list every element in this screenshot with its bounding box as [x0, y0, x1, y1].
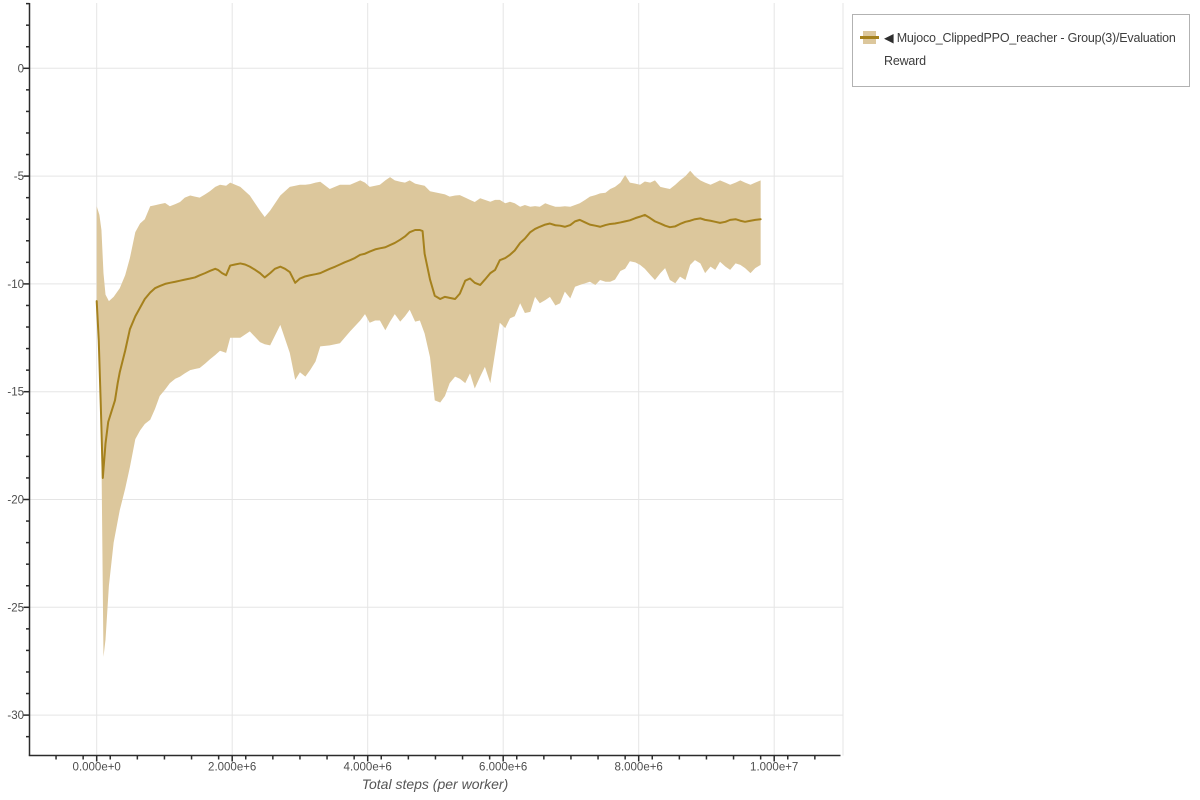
- grid-layer: [29, 3, 844, 756]
- mean-line-series: [95, 213, 762, 479]
- series-collapse-toggle-icon[interactable]: ◀: [884, 31, 894, 45]
- svg-text:-25: -25: [7, 602, 24, 614]
- legend-swatch-line-icon: [860, 36, 879, 39]
- axes-layer: [23, 2, 841, 762]
- svg-text:8.000e+6: 8.000e+6: [615, 762, 663, 774]
- legend-label-text: ◀ Mujoco_ClippedPPO_reacher - Group(3)/E…: [884, 27, 1179, 73]
- svg-text:6.000e+6: 6.000e+6: [479, 762, 527, 774]
- svg-text:0.000e+0: 0.000e+0: [73, 762, 121, 774]
- band-series: [96, 170, 761, 657]
- tick-labels: 0.000e+0 2.000e+6 4.000e+6 6.000e+6 8.000e+6…: [7, 63, 798, 773]
- svg-text:-20: -20: [7, 495, 24, 507]
- svg-text:-5: -5: [14, 171, 24, 183]
- legend-entry[interactable]: ◀ Mujoco_ClippedPPO_reacher - Group(3)/E…: [852, 14, 1190, 87]
- legend-swatch-icon: [860, 31, 879, 44]
- svg-text:2.000e+6: 2.000e+6: [208, 762, 256, 774]
- x-axis-title: Total steps (per worker): [361, 776, 509, 792]
- svg-text:4.000e+6: 4.000e+6: [344, 762, 392, 774]
- svg-text:0: 0: [18, 63, 24, 75]
- svg-text:-10: -10: [7, 279, 24, 291]
- legend-series-name: Mujoco_ClippedPPO_reacher - Group(3)/Eva…: [884, 31, 1176, 68]
- svg-text:-15: -15: [7, 387, 24, 399]
- svg-text:1.000e+7: 1.000e+7: [750, 762, 798, 774]
- svg-text:-30: -30: [7, 710, 24, 722]
